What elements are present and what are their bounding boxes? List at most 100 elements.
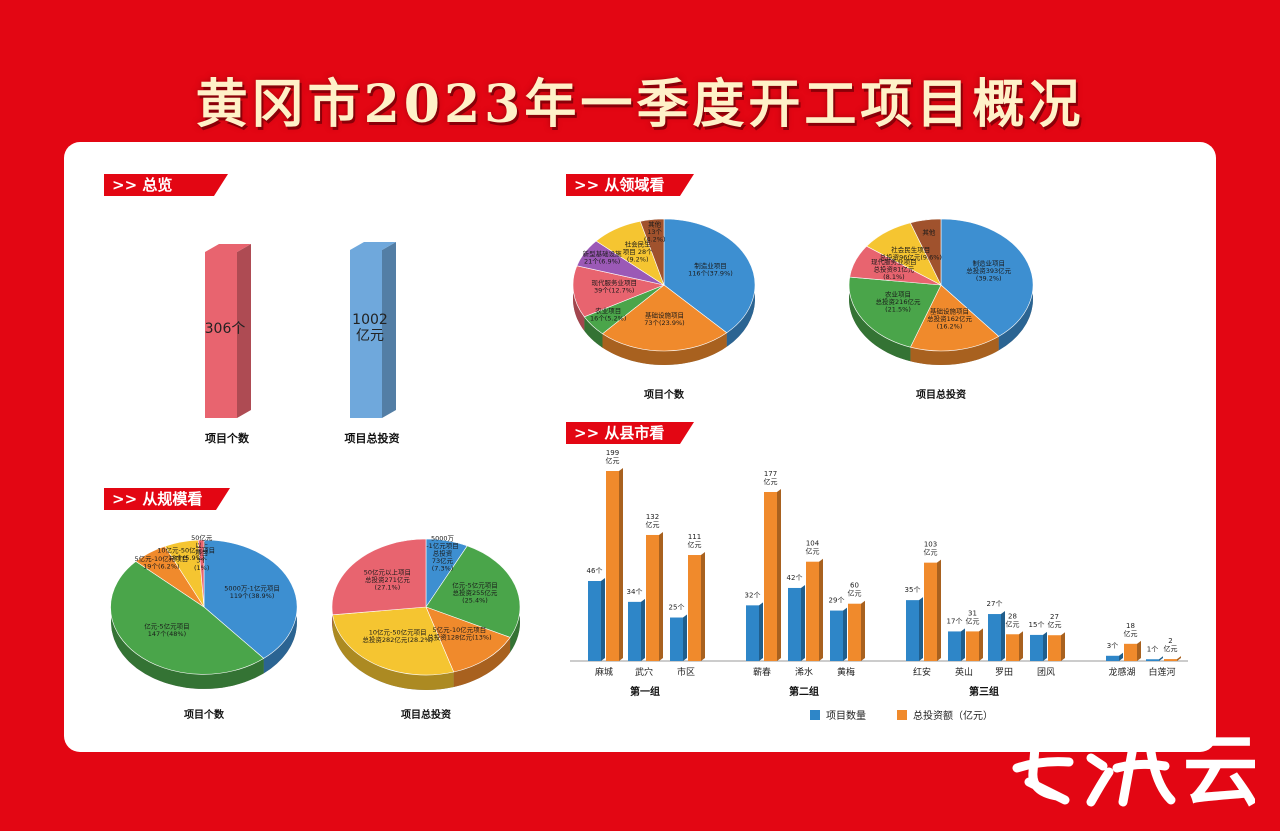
county-invest-bar-side-0-2 xyxy=(701,552,705,661)
county-count-bar-3-0 xyxy=(1106,655,1119,661)
field-invest-slice-label-3: 现代服务业项目总投资81亿元(8.1%) xyxy=(871,257,917,281)
overview-bar-value-1: 1002 亿元 xyxy=(352,312,388,344)
county-count-bar-side-2-0 xyxy=(919,597,923,661)
field-count-slice-3 xyxy=(572,265,666,318)
county-name-2-0: 红安 xyxy=(913,666,931,678)
field-invest-pie: 制造业项目总投资393亿元(39.2%) 基础设施项目总投资162亿元(16.2%… xyxy=(848,218,1034,401)
county-invest-bar-0-2 xyxy=(688,555,701,661)
county-count-bar-side-2-3 xyxy=(1043,631,1047,661)
county-legend-swatch-invest xyxy=(897,710,907,720)
field-invest-slice-5 xyxy=(909,218,942,286)
county-count-bar-side-1-0 xyxy=(759,602,763,661)
county-name-1-0: 蕲春 xyxy=(753,666,771,678)
field-invest-slice-label-2: 农业项目总投资216亿元(21.5%) xyxy=(876,290,921,314)
county-count-bar-side-1-1 xyxy=(801,584,805,661)
county-count-label-1-0: 32个 xyxy=(745,591,761,599)
county-invest-bar-0-1 xyxy=(646,534,659,661)
county-name-2-3: 团风 xyxy=(1037,667,1055,678)
watermark-logo: 云 xyxy=(1010,717,1255,812)
watermark-text: 云 xyxy=(1183,726,1255,812)
county-invest-bar-2-2 xyxy=(1006,634,1019,661)
county-count-label-2-3: 15个 xyxy=(1029,621,1045,629)
field-count-slice-1 xyxy=(601,284,728,352)
county-invest-bar-side-1-0 xyxy=(777,489,781,661)
county-invest-bar-3-1 xyxy=(1164,659,1177,661)
county-count-bar-1-0 xyxy=(746,605,759,661)
county-name-1-1: 浠水 xyxy=(795,666,813,678)
county-count-bar-side-0-0 xyxy=(601,578,605,661)
field-invest-slice-label-5: 其他 xyxy=(922,227,936,236)
scale-count-slice-label-3: 10亿元-50亿元项目 18个(5.9%) xyxy=(157,546,215,563)
field-count-slice-side-2 xyxy=(584,316,603,348)
scale-invest-pie-title: 项目总投资 xyxy=(401,708,451,721)
county-invest-label-1-2: 60 亿元 xyxy=(848,582,862,598)
overview-bar-top-1 xyxy=(350,242,396,250)
county-invest-bar-2-0 xyxy=(924,562,937,661)
county-count-label-2-2: 27个 xyxy=(987,600,1003,608)
county-invest-bar-side-3-0 xyxy=(1137,640,1141,661)
field-count-slice-label-4: 新型基础设施 21个(6.9%) xyxy=(583,249,623,266)
county-invest-bar-0-0 xyxy=(606,471,619,661)
overview-bar-category-1: 项目总投资 xyxy=(345,431,400,445)
overview-bar-side-0 xyxy=(237,244,251,418)
county-invest-bar-2-3 xyxy=(1048,635,1061,661)
field-invest-slice-0 xyxy=(940,218,1034,337)
county-invest-label-0-1: 132 亿元 xyxy=(646,513,660,529)
county-count-bar-side-2-2 xyxy=(1001,611,1005,661)
county-count-bar-2-1 xyxy=(948,631,961,661)
scale-invest-slice-side-2 xyxy=(453,637,511,687)
county-invest-bar-1-1 xyxy=(806,561,819,661)
county-count-bar-side-3-0 xyxy=(1119,652,1123,661)
county-count-label-0-0: 46个 xyxy=(587,567,603,575)
overview-bar-value-0: 306个 xyxy=(205,321,246,337)
overview-bar-side-1 xyxy=(382,242,396,418)
county-invest-bar-side-3-1 xyxy=(1177,656,1181,661)
overview-bar-1 xyxy=(350,250,382,418)
county-count-bar-side-3-1 xyxy=(1159,656,1163,661)
county-count-label-1-2: 29个 xyxy=(829,597,845,605)
county-invest-label-3-0: 18 亿元 xyxy=(1124,622,1138,638)
scale-invest-slice-label-1: 亿元-5亿元项目总投资255亿元(25.4%) xyxy=(452,581,498,605)
field-invest-slice-label-1: 基础设施项目总投资162亿元(16.2%) xyxy=(927,306,972,330)
county-invest-bar-side-2-0 xyxy=(937,559,941,661)
county-name-2-2: 罗田 xyxy=(995,667,1013,678)
county-invest-label-2-1: 31 亿元 xyxy=(966,609,980,625)
section-header-county: >> 从县市看 xyxy=(566,422,694,444)
scale-count-pie: 5000万-1亿元项目 119个(38.9%) 亿元-5亿元项目 147个(48%) 5… xyxy=(110,533,298,721)
scale-invest-slice-side-3 xyxy=(332,614,454,690)
scale-count-pie-title: 项目个数 xyxy=(184,708,225,721)
county-invest-bar-side-2-3 xyxy=(1061,632,1065,661)
section-header-scale: >> 从规模看 xyxy=(104,488,230,510)
county-invest-bar-3-0 xyxy=(1124,643,1137,661)
county-count-bar-2-2 xyxy=(988,614,1001,661)
county-count-bar-side-2-1 xyxy=(961,628,965,661)
field-invest-slice-side-1 xyxy=(910,336,999,365)
county-name-0-1: 武穴 xyxy=(635,666,653,678)
field-count-slice-label-1: 基础设施项目 73个(23.9%) xyxy=(644,311,685,328)
scale-count-slice-0 xyxy=(203,539,298,659)
county-count-bar-2-0 xyxy=(906,600,919,661)
section-header-field: >> 从领域看 xyxy=(566,174,694,196)
county-count-bar-1-2 xyxy=(830,610,843,661)
county-count-label-3-0: 3个 xyxy=(1107,642,1118,650)
county-count-label-1-1: 42个 xyxy=(787,574,803,582)
county-count-bar-0-2 xyxy=(670,617,683,661)
field-count-slice-side-1 xyxy=(602,332,727,365)
county-invest-bar-side-0-1 xyxy=(659,531,663,661)
county-group-name-1: 第二组 xyxy=(789,685,819,698)
county-name-1-2: 黄梅 xyxy=(837,666,855,678)
scale-invest-slice-1 xyxy=(425,545,521,638)
field-count-pie: 制造业项目 116个(37.9%) 基础设施项目 73个(23.9%) 农业项目 16个(… xyxy=(572,218,756,401)
field-invest-slice-side-2 xyxy=(849,277,911,362)
scale-count-slice-label-2: 5亿元-10亿元项目 19个(6.2%) xyxy=(134,554,188,571)
county-invest-label-0-0: 199 亿元 xyxy=(606,449,620,465)
county-invest-label-1-0: 177 亿元 xyxy=(764,470,778,486)
county-count-bar-side-0-2 xyxy=(683,614,687,661)
county-invest-bar-1-2 xyxy=(848,603,861,661)
section-header-overview: >> 总览 xyxy=(104,174,228,196)
scale-invest-slice-label-3: 10亿元-50亿元项目总投资282亿元(28.2%) xyxy=(362,628,433,645)
overview-bar-top-0 xyxy=(205,244,251,252)
county-invest-bar-side-0-0 xyxy=(619,468,623,661)
county-invest-bar-side-2-2 xyxy=(1019,631,1023,661)
